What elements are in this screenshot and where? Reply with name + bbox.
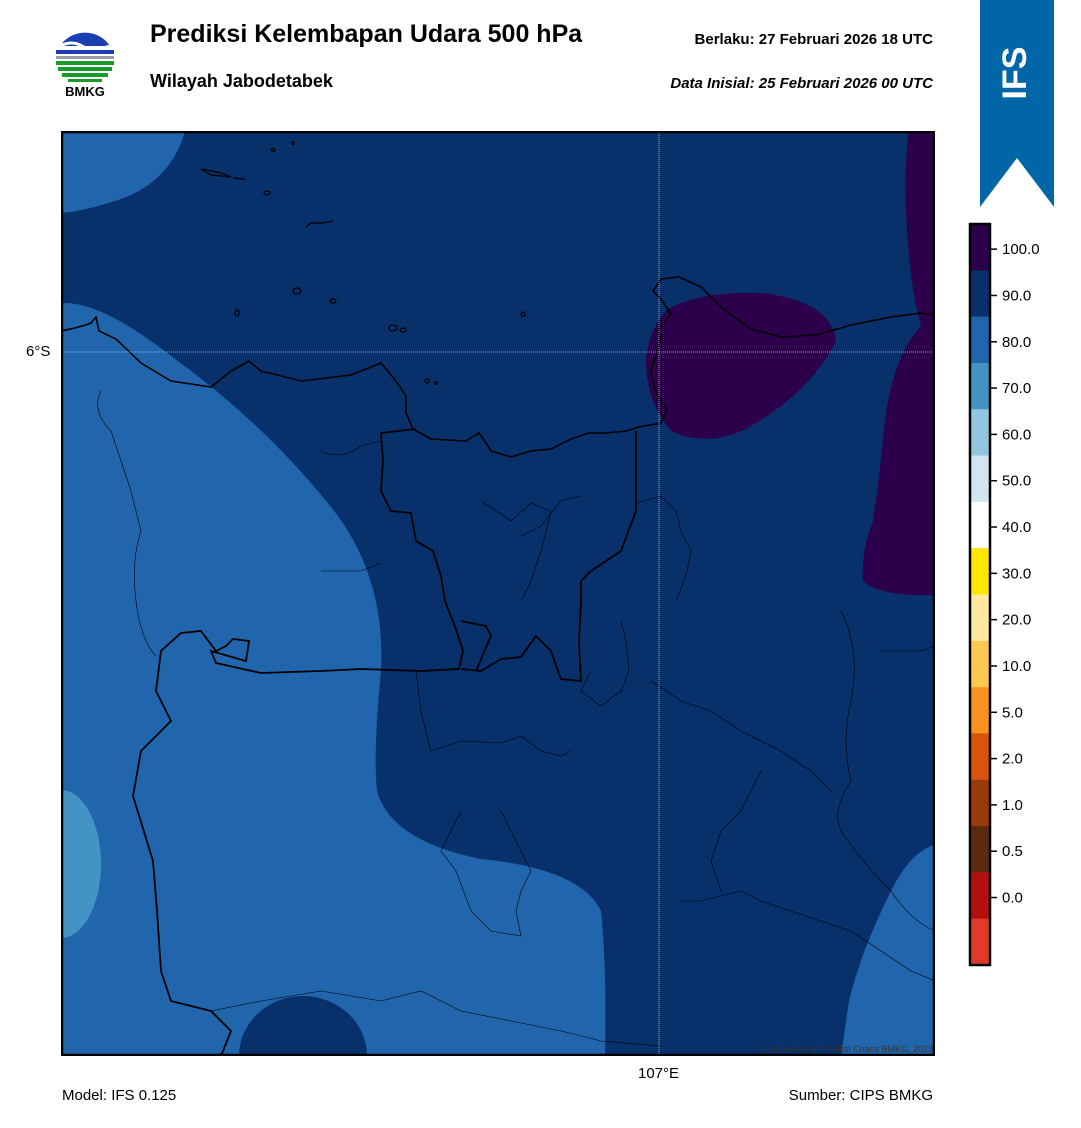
copyright-text: ©Sub Bidang Prediksi Cuaca BMKG, 2023 [762,1044,933,1054]
ribbon-label-text: IFS [996,47,1034,100]
colorbar-swatch [970,918,990,966]
ifs-ribbon-label: IFS [996,47,1034,100]
valid-time: Berlaku: 27 Februari 2026 18 UTC [694,31,933,48]
regency-borders [97,390,935,1047]
colorbar-tick-label: 30.0 [1002,565,1031,582]
colorbar-swatch [970,362,990,410]
source-label: Sumber: CIPS BMKG [788,1087,933,1104]
colorbar-swatch [970,826,990,873]
map-title: Prediksi Kelembapan Udara 500 hPa [150,20,583,48]
colorbar-frame [968,222,992,967]
colorbar-swatch [970,409,990,457]
field-80-90-southeast [841,845,935,1056]
colorbar-tick-label: 1.0 [1002,797,1023,814]
field-90-100-south [239,996,367,1056]
colorbar-swatch [970,548,990,595]
colorbar-ticks: 100.0 90.0 80.0 70.0 60.0 50.0 40.0 30.0 20.0 10.… [990,241,1040,907]
colorbar-tick-label: 100.0 [1002,241,1040,258]
field-70-80-west [61,790,101,938]
colorbar-tick-label: 80.0 [1002,334,1031,351]
logo-text: BMKG [65,84,105,99]
colorbar-swatch [970,594,990,642]
colorbar-tick-label: 50.0 [1002,473,1031,490]
colorbar-tick-label: 90.0 [1002,287,1031,304]
colorbar-swatch [970,640,990,688]
colorbar-tick-label: 60.0 [1002,426,1031,443]
colorbar-swatches [970,224,990,966]
colorbar-tick-label: 5.0 [1002,704,1023,721]
coastline [61,276,935,458]
map-subtitle: Wilayah Jabodetabek [150,71,333,91]
colorbar-swatch [970,501,990,549]
colorbar-tick-label: 0.0 [1002,890,1023,907]
lon-tick-label: 107°E [638,1065,680,1082]
province-borders [132,428,637,1056]
colorbar-swatch [970,687,990,734]
colorbar-swatch [970,316,990,364]
colorbar-swatch [970,224,990,271]
colorbar-tick-label: 10.0 [1002,658,1031,675]
colorbar-tick-label: 20.0 [1002,612,1031,629]
colorbar-swatch [970,872,990,920]
colorbar-tick-label: 0.5 [1002,843,1023,860]
colorbar-swatch [970,779,990,827]
ifs-ribbon [980,0,1054,207]
field-80-90-southwest [61,302,606,1056]
field-80-90-topleft [61,131,185,213]
initial-time: Data Inisial: 25 Februari 2026 00 UTC [670,75,933,92]
colorbar-tick-label: 70.0 [1002,380,1031,397]
lat-tick-label: 6°S [26,343,51,360]
field-100-east-coast [645,292,836,439]
field-100-east-edge [862,131,935,596]
islands [200,140,526,386]
colorbar-tick-label: 2.0 [1002,751,1023,768]
colorbar-swatch [970,270,990,318]
model-label: Model: IFS 0.125 [62,1087,177,1104]
colorbar-swatch [970,455,990,503]
colorbar: 100.0 90.0 80.0 70.0 60.0 50.0 40.0 30.0 20.0 10.… [968,222,1040,967]
colorbar-swatch [970,733,990,781]
map-frame [61,131,935,1056]
colorbar-tick-label: 40.0 [1002,519,1031,536]
humidity-map [61,131,935,1056]
bmkg-logo-icon [55,24,115,84]
